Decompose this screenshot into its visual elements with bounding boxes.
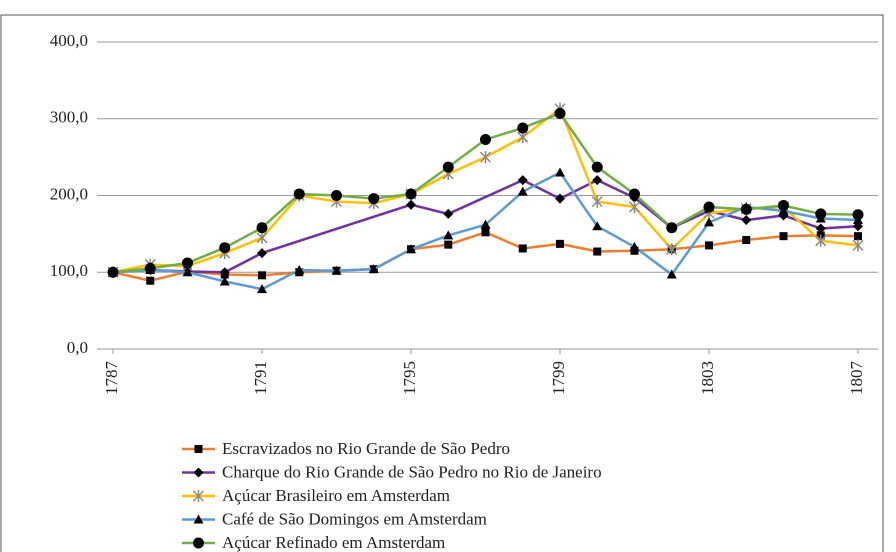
marker <box>443 230 454 240</box>
marker <box>182 267 193 277</box>
marker <box>592 221 603 231</box>
x-tick-label: 1787 <box>102 361 121 396</box>
marker <box>481 228 490 237</box>
marker <box>405 188 417 200</box>
marker <box>629 188 640 200</box>
legend-label: Charque do Rio Grande de São Pedro no Ri… <box>222 462 602 481</box>
marker <box>592 175 603 186</box>
marker <box>368 193 380 205</box>
marker <box>256 222 268 234</box>
marker <box>258 271 266 280</box>
y-tick-label: 300,0 <box>50 108 88 127</box>
marker <box>705 241 713 250</box>
marker <box>591 161 603 173</box>
chart-border <box>0 14 884 552</box>
marker <box>257 284 267 294</box>
marker <box>293 188 305 200</box>
marker <box>182 257 193 269</box>
marker <box>257 248 267 259</box>
marker <box>517 122 529 134</box>
marker <box>480 219 491 229</box>
marker <box>219 276 230 286</box>
legend-marker <box>192 490 205 502</box>
y-tick-label: 100,0 <box>50 261 88 280</box>
marker <box>294 264 305 274</box>
marker <box>331 190 342 201</box>
marker <box>555 167 565 177</box>
marker <box>146 276 155 285</box>
marker <box>479 151 492 164</box>
marker <box>368 264 379 274</box>
x-tick-label: 1791 <box>251 361 270 395</box>
series <box>107 107 864 278</box>
marker <box>852 239 864 252</box>
marker <box>554 107 566 119</box>
marker <box>256 231 268 244</box>
y-tick-label: 0,0 <box>67 338 88 357</box>
marker <box>406 244 416 254</box>
legend-marker <box>193 537 204 549</box>
marker <box>815 208 827 220</box>
marker <box>778 199 789 211</box>
marker <box>740 203 752 215</box>
legend-marker <box>193 514 204 524</box>
marker <box>517 175 528 186</box>
marker <box>704 217 714 227</box>
marker <box>628 201 641 214</box>
marker <box>555 193 565 204</box>
marker <box>556 239 564 248</box>
marker <box>443 208 454 219</box>
legend-marker <box>194 445 203 453</box>
y-tick-label: 400,0 <box>50 31 88 50</box>
marker <box>518 244 527 253</box>
marker <box>406 199 416 210</box>
x-tick-label: 1803 <box>698 361 717 395</box>
legend-label: Açúcar Refinado em Amsterdam <box>222 533 445 552</box>
marker <box>852 209 864 221</box>
marker <box>854 232 862 241</box>
marker <box>517 186 528 196</box>
marker <box>107 266 119 278</box>
marker <box>815 234 827 247</box>
marker <box>219 242 231 254</box>
x-tick-label: 1795 <box>400 361 419 395</box>
marker <box>741 215 752 226</box>
legend-label: Café de São Domingos em Amsterdam <box>222 509 487 528</box>
marker <box>666 269 677 279</box>
x-tick-label: 1807 <box>847 361 866 396</box>
marker <box>444 240 453 249</box>
y-tick-label: 200,0 <box>50 184 88 203</box>
marker <box>480 133 491 145</box>
marker <box>591 195 603 208</box>
marker <box>331 265 342 275</box>
legend-marker <box>193 467 204 478</box>
marker <box>219 267 230 278</box>
legend-label: Escravizados no Rio Grande de São Pedro <box>222 439 510 458</box>
legend-label: Açúcar Brasileiro em Amsterdam <box>222 486 450 505</box>
marker <box>666 222 678 234</box>
marker <box>666 243 678 256</box>
x-tick-label: 1799 <box>549 361 568 395</box>
marker <box>593 247 602 256</box>
marker <box>742 236 751 245</box>
marker <box>629 241 640 251</box>
marker <box>442 161 454 173</box>
marker <box>144 262 156 274</box>
marker <box>779 232 788 241</box>
marker <box>815 223 826 234</box>
marker <box>703 201 715 213</box>
